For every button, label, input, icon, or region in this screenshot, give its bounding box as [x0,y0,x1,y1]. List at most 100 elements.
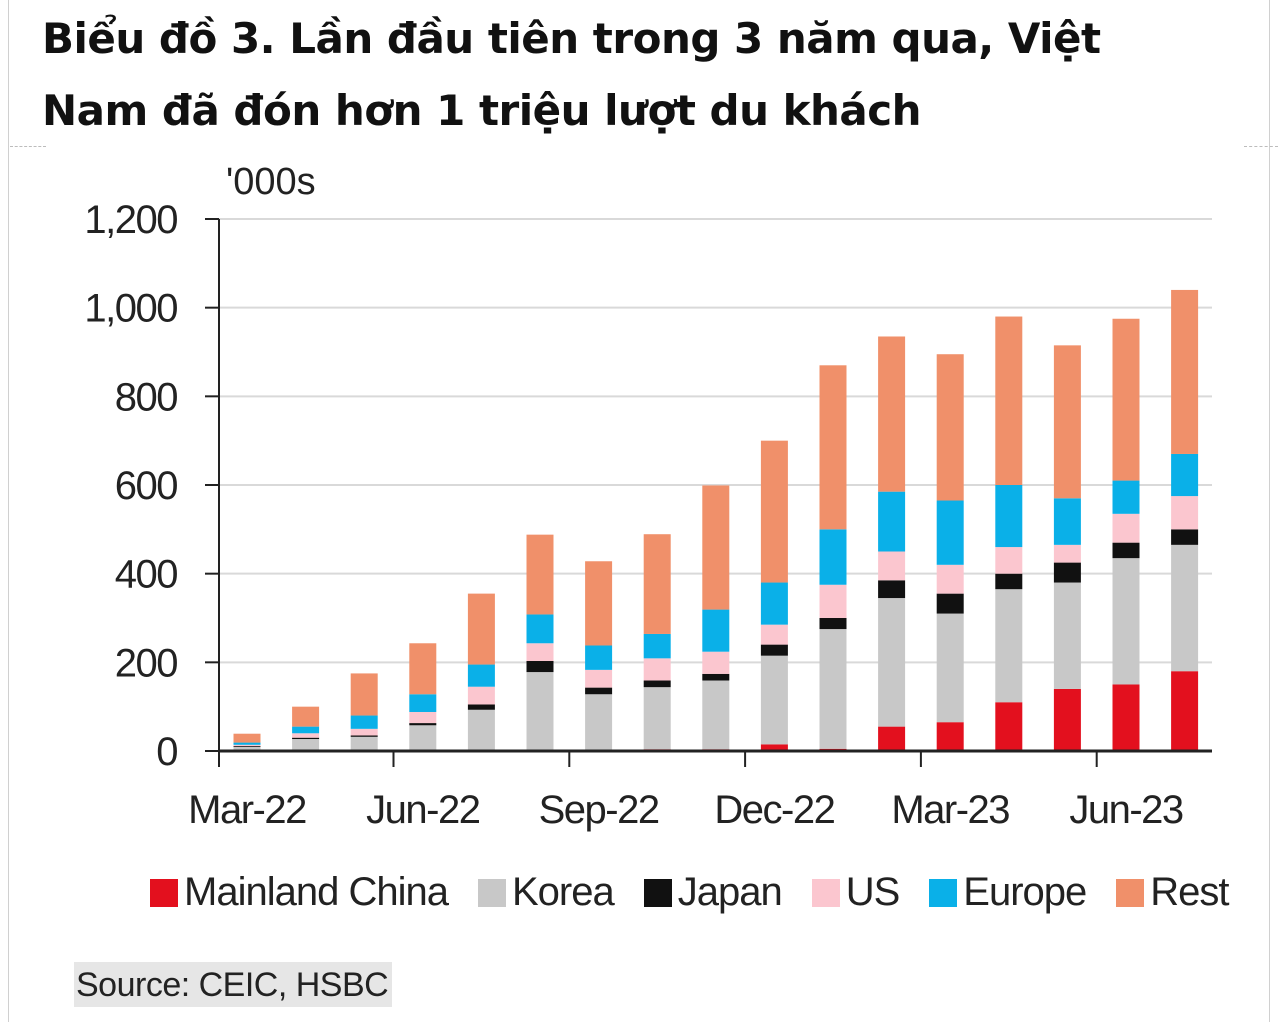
bar-segment [467,686,495,705]
bar-segment [292,739,320,751]
bar-segment [233,744,261,747]
bar-segment [995,485,1023,548]
y-tick-label: 1,000 [84,287,177,331]
bar-segment [1171,529,1199,545]
bar-segment [702,673,730,681]
bar-segment [1053,582,1081,689]
legend-swatch [1116,878,1145,907]
bar-segment [1112,513,1140,543]
x-tick-label: Dec-22 [714,788,834,832]
bar-segment [350,728,378,736]
bar-segment [643,680,671,688]
bar-segment [643,633,671,659]
bar-segment [292,706,320,727]
legend-swatch [477,878,506,907]
bar-segment [995,547,1023,574]
source-note: Source: CEIC, HSBC [74,962,393,1007]
bar-segment [1053,498,1081,545]
legend-swatch [929,878,958,907]
bar-segment [936,564,964,594]
bar-segment [409,643,437,695]
bar-segment [292,726,320,734]
bar-segment [878,551,906,581]
bar-segment [292,733,320,738]
bar-segment [878,580,906,599]
x-tick-label: Jun-22 [366,788,480,832]
bar-segment [1171,496,1199,530]
legend-label: Korea [511,870,615,914]
bar-segment [526,614,554,644]
legend-swatch [811,878,840,907]
bar-segment [585,645,613,670]
bar-segment [760,582,788,625]
legend-label: Mainland China [184,870,449,914]
bar-segment [467,664,495,687]
bar-segment [409,711,437,724]
y-tick-label: 200 [115,641,177,685]
bar-segment [350,735,378,737]
bar-segment [467,709,495,750]
bar-segment [526,534,554,615]
bar-segment [409,725,437,750]
legend-label: Europe [963,870,1087,914]
bar-segment [819,618,847,630]
bar-segment [585,687,613,695]
bar-segment [878,491,906,552]
y-unit-label: '000s [226,161,316,203]
bar-segment [1171,544,1199,672]
bar-segment [1171,453,1199,497]
bar-segment [702,485,730,610]
bar-segment [819,584,847,618]
bar-segment [1112,318,1140,481]
bar-segment [1112,558,1140,685]
chart-title-line-2: Nam đã đón hơn 1 triệu lượt du khách [42,86,922,135]
bar-segment [936,722,964,751]
bar-segment [292,737,320,740]
x-tick-label: Jun-23 [1069,788,1183,832]
bar-segment [350,736,378,751]
x-tick-label: Mar-23 [891,788,1009,832]
bar-segment [1112,684,1140,751]
y-tick-label: 400 [115,553,177,597]
bar-segment [233,742,261,745]
bar-segment [995,573,1023,590]
bar-segment [702,651,730,674]
bar-segment [878,336,906,492]
bar-segment [878,726,906,751]
bar-segment [526,672,554,750]
bar-segment [1171,671,1199,751]
separator-left [10,146,46,147]
legend-label: Japan [677,870,783,914]
bar-segment [1053,544,1081,563]
bar-segment [1053,562,1081,583]
legend-swatch [150,878,178,907]
bar-segment [760,644,788,656]
bar-segment [760,744,788,751]
bar-segment [233,733,261,743]
bar-segment [760,440,788,583]
bar-segment [995,316,1023,485]
bar-segment [1112,542,1140,559]
bar-segment [936,613,964,723]
bar-segment [643,658,671,681]
x-tick-label: Mar-22 [188,788,306,832]
bar-segment [936,500,964,565]
chart-title-line-1: Biểu đồ 3. Lần đầu tiên trong 3 năm qua,… [42,14,1101,63]
bar-segment [936,354,964,501]
y-tick-label: 0 [156,730,177,774]
y-tick-label: 600 [115,464,177,508]
bar-segment [233,746,261,748]
bar-segment [467,593,495,665]
bar-segment [995,702,1023,751]
bar-segment [585,694,613,750]
y-tick-label: 1,200 [84,198,177,242]
bar-segment [409,723,437,726]
bar-segment [350,715,378,729]
bar-segment [1053,688,1081,751]
legend-item: Korea [477,870,615,915]
legend-label: Rest [1150,870,1229,914]
bar-segment [643,687,671,750]
bar-segment [233,747,261,751]
bar-segment [819,365,847,530]
